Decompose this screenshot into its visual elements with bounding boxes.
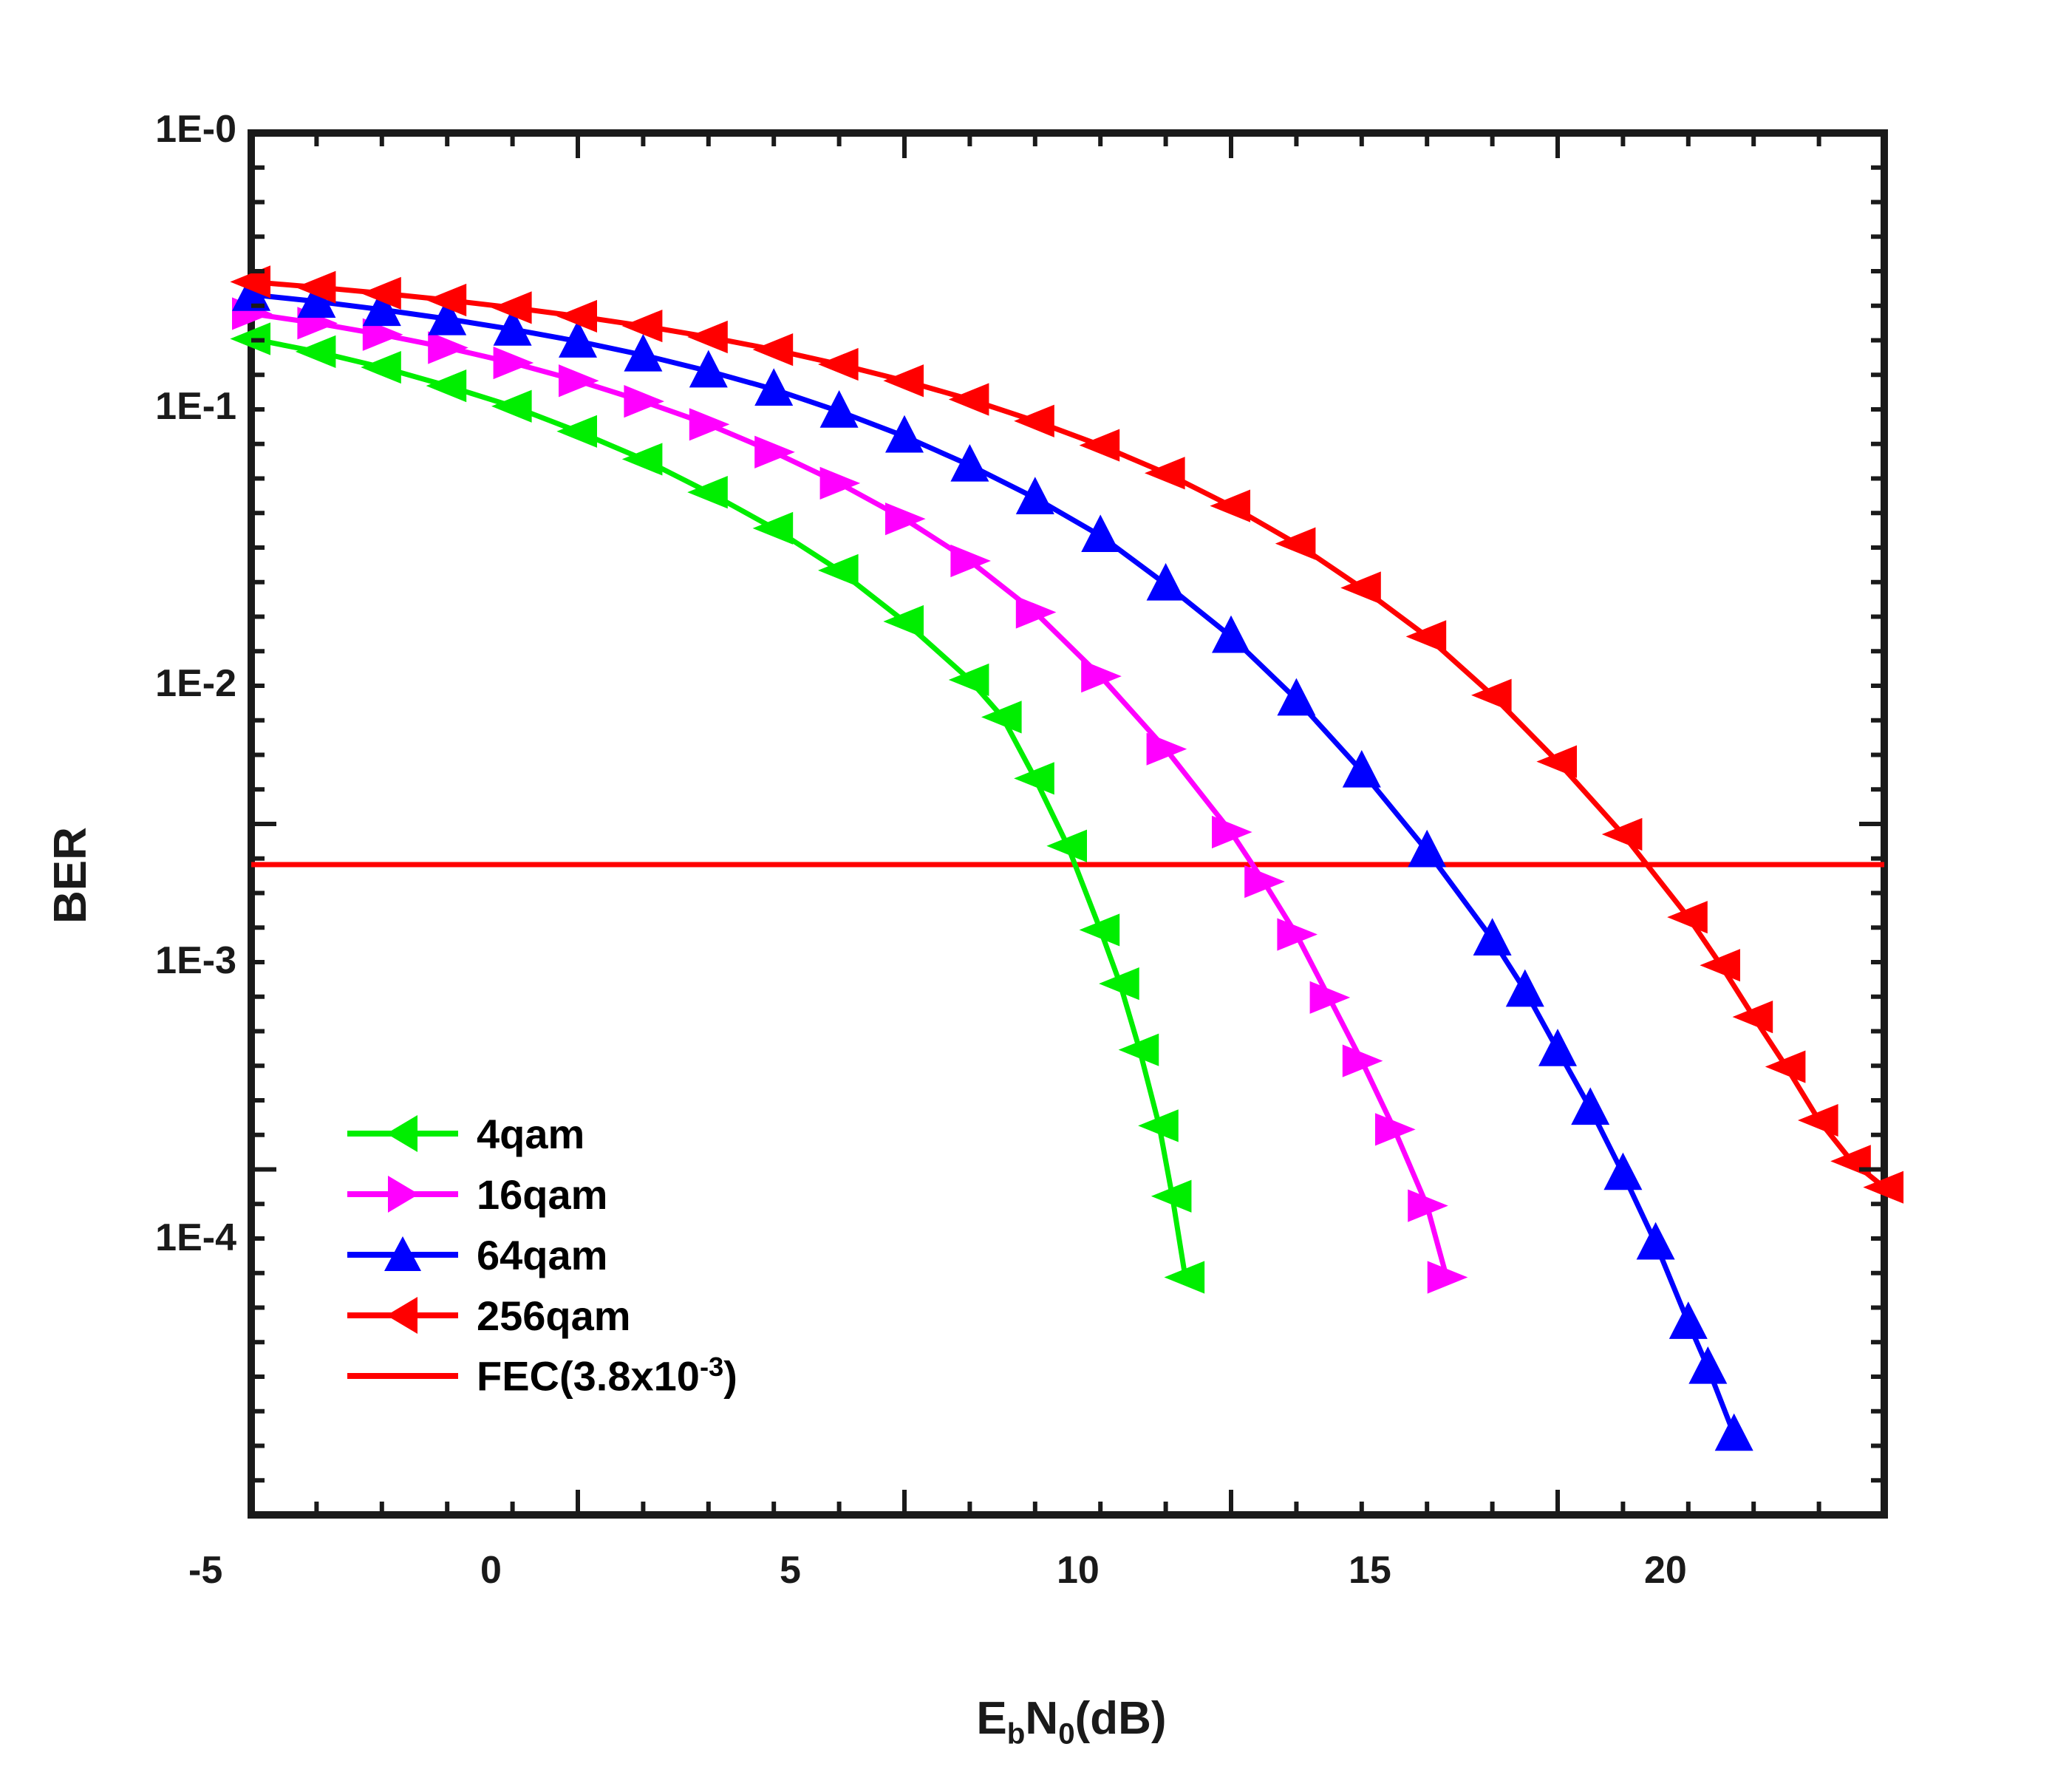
ber-chart: BER EbN0(dB) 1E-0 1E-1 1E-2 1E-3 1E-4 -5… [0, 0, 2069, 1792]
legend-item-16qam: 16qam [347, 1169, 737, 1219]
y-tick-label-1: 1E-1 [81, 384, 236, 429]
x-tick-label-3: 10 [1057, 1548, 1168, 1592]
legend-label-fec: FEC(3.8x10-3) [477, 1352, 737, 1400]
x-tick-label-4: 15 [1349, 1548, 1459, 1592]
legend-label-16qam: 16qam [477, 1171, 607, 1219]
marker-icon-64qam [381, 1233, 425, 1277]
y-tick-label-4: 1E-4 [81, 1216, 236, 1260]
legend-item-fec: FEC(3.8x10-3) [347, 1351, 737, 1401]
legend-label-64qam: 64qam [477, 1231, 607, 1279]
marker-icon-256qam [381, 1293, 425, 1338]
y-tick-label-2: 1E-2 [81, 661, 236, 706]
x-tick-label-0: -5 [188, 1548, 299, 1592]
legend-item-4qam: 4qam [347, 1108, 737, 1159]
chart-legend: 4qam 16qam 64qam 256qam FEC(3.8x10-3) [347, 1108, 737, 1401]
legend-item-64qam: 64qam [347, 1230, 737, 1280]
y-axis-title: BER [44, 827, 97, 924]
marker-icon-16qam [381, 1172, 425, 1216]
x-tick-label-5: 20 [1644, 1548, 1755, 1592]
chart-svg [0, 0, 2069, 1792]
x-tick-label-2: 5 [780, 1548, 890, 1592]
y-tick-label-3: 1E-3 [81, 938, 236, 983]
x-axis-title: EbN0(dB) [739, 1692, 1404, 1751]
legend-label-256qam: 256qam [477, 1292, 631, 1340]
marker-icon-4qam [381, 1111, 425, 1156]
legend-label-4qam: 4qam [477, 1110, 584, 1158]
y-tick-label-0: 1E-0 [81, 107, 236, 151]
x-tick-label-1: 0 [480, 1548, 591, 1592]
legend-item-256qam: 256qam [347, 1290, 737, 1340]
